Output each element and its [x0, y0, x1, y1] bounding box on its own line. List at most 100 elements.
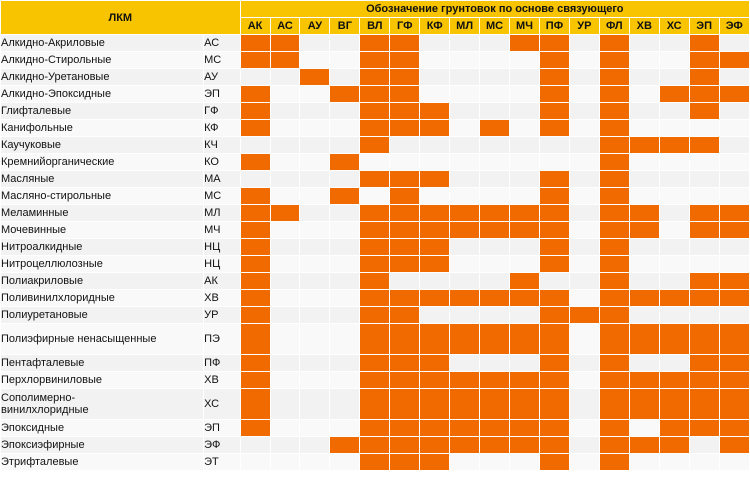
- compatible-cell: [359, 453, 391, 471]
- material-code: ХВ: [203, 371, 241, 389]
- compatible-cell: [598, 34, 630, 52]
- compatibility-table: ЛКМ Обозначение грунтовок по основе связ…: [0, 0, 750, 471]
- compatible-cell: [239, 255, 271, 273]
- empty-cell: [688, 119, 720, 137]
- compatible-cell: [538, 51, 570, 69]
- material-name: Полиуретановые: [0, 306, 205, 324]
- empty-cell: [299, 102, 331, 120]
- table-row: Алкидно-Акриловые АС: [0, 34, 750, 52]
- table-title: Обозначение грунтовок по основе связующе…: [239, 0, 750, 18]
- empty-cell: [329, 354, 361, 372]
- compatible-cell: [239, 419, 271, 437]
- compatible-cell: [538, 85, 570, 103]
- material-name: Этрифталевые: [0, 453, 205, 471]
- empty-cell: [299, 34, 331, 52]
- compatible-cell: [389, 102, 421, 120]
- compatible-cell: [359, 419, 391, 437]
- empty-cell: [718, 453, 750, 471]
- material-name: Полиакриловые: [0, 272, 205, 290]
- compatible-cell: [419, 204, 451, 222]
- empty-cell: [718, 68, 750, 86]
- table-row: Нитроцеллюлозные НЦ: [0, 255, 750, 273]
- compatible-cell: [658, 323, 690, 355]
- compatible-cell: [359, 68, 391, 86]
- empty-cell: [269, 136, 301, 154]
- empty-cell: [419, 187, 451, 205]
- compatible-cell: [628, 289, 660, 307]
- table-row: Каучуковые КЧ: [0, 136, 750, 154]
- compatible-cell: [359, 102, 391, 120]
- empty-cell: [299, 170, 331, 188]
- empty-cell: [479, 306, 511, 324]
- empty-cell: [329, 323, 361, 355]
- table-row: Алкидно-Уретановые АУ: [0, 68, 750, 86]
- empty-cell: [329, 453, 361, 471]
- material-code: ЭТ: [203, 453, 241, 471]
- compatible-cell: [628, 221, 660, 239]
- material-code: ХС: [203, 388, 241, 420]
- compatible-cell: [688, 354, 720, 372]
- compatible-cell: [479, 388, 511, 420]
- empty-cell: [389, 136, 421, 154]
- compatible-cell: [389, 170, 421, 188]
- material-name: Каучуковые: [0, 136, 205, 154]
- empty-cell: [628, 354, 660, 372]
- table-row: Канифольные КФ: [0, 119, 750, 137]
- empty-cell: [299, 187, 331, 205]
- empty-cell: [479, 453, 511, 471]
- empty-cell: [449, 238, 481, 256]
- empty-cell: [688, 153, 720, 171]
- empty-cell: [658, 204, 690, 222]
- empty-cell: [269, 354, 301, 372]
- empty-cell: [269, 306, 301, 324]
- empty-cell: [269, 119, 301, 137]
- material-code: НЦ: [203, 238, 241, 256]
- compatible-cell: [688, 221, 720, 239]
- material-code: АУ: [203, 68, 241, 86]
- primer-code-header: МС: [479, 17, 511, 35]
- compatible-cell: [419, 453, 451, 471]
- empty-cell: [299, 136, 331, 154]
- empty-cell: [509, 187, 540, 205]
- compatible-cell: [419, 388, 451, 420]
- compatible-cell: [598, 221, 630, 239]
- material-name: Нитроцеллюлозные: [0, 255, 205, 273]
- compatible-cell: [688, 289, 720, 307]
- empty-cell: [269, 238, 301, 256]
- empty-cell: [419, 153, 451, 171]
- empty-cell: [568, 238, 600, 256]
- table-row: Меламинные МЛ: [0, 204, 750, 222]
- empty-cell: [419, 34, 451, 52]
- compatible-cell: [598, 306, 630, 324]
- compatible-cell: [239, 153, 271, 171]
- compatible-cell: [389, 306, 421, 324]
- empty-cell: [479, 238, 511, 256]
- empty-cell: [688, 187, 720, 205]
- empty-cell: [628, 68, 660, 86]
- empty-cell: [509, 453, 540, 471]
- material-code: ПФ: [203, 354, 241, 372]
- compatible-cell: [389, 255, 421, 273]
- empty-cell: [299, 272, 331, 290]
- compatible-cell: [239, 102, 271, 120]
- empty-cell: [658, 306, 690, 324]
- table-row: Сополимерно-винилхлоридные ХС: [0, 388, 750, 420]
- compatible-cell: [718, 221, 750, 239]
- compatible-cell: [718, 419, 750, 437]
- compatible-cell: [449, 371, 481, 389]
- table-row: Эпоксидные ЭП: [0, 419, 750, 437]
- table-row: Полиакриловые АК: [0, 272, 750, 290]
- compatible-cell: [598, 68, 630, 86]
- table-row: Поливинилхлоридные ХВ: [0, 289, 750, 307]
- compatible-cell: [359, 306, 391, 324]
- empty-cell: [299, 204, 331, 222]
- empty-cell: [419, 306, 451, 324]
- compatible-cell: [688, 34, 720, 52]
- primer-code-header: ГФ: [389, 17, 421, 35]
- compatible-cell: [389, 34, 421, 52]
- material-code: НЦ: [203, 255, 241, 273]
- empty-cell: [479, 102, 511, 120]
- compatible-cell: [628, 136, 660, 154]
- compatible-cell: [509, 419, 540, 437]
- table-body: Алкидно-Акриловые АС Алкидно-Стирольные МС А…: [0, 34, 750, 471]
